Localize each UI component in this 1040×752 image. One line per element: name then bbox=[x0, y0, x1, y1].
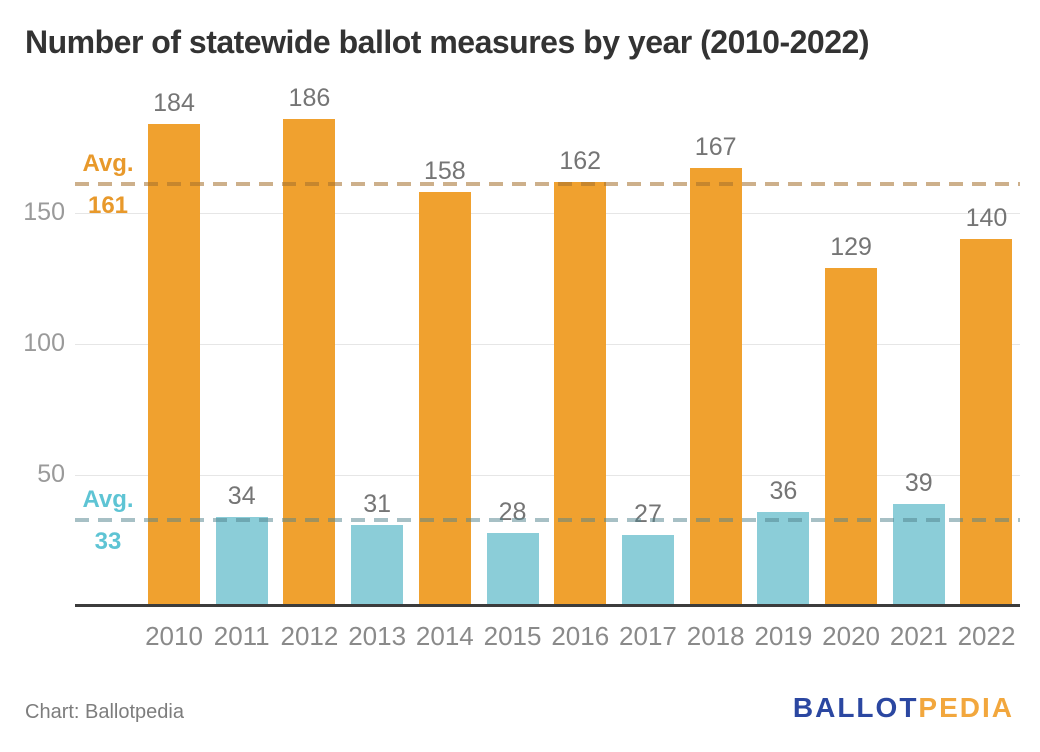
bar bbox=[351, 524, 404, 606]
bar bbox=[486, 532, 539, 606]
x-axis-label: 2018 bbox=[686, 621, 745, 651]
x-axis-label: 2016 bbox=[551, 621, 610, 651]
logo-pedia-text: PEDIA bbox=[918, 692, 1014, 723]
logo-ballot-text: BALLOT bbox=[792, 692, 919, 723]
y-tick-label: 50 bbox=[37, 460, 65, 488]
x-axis-label: 2010 bbox=[145, 621, 203, 651]
bar bbox=[825, 268, 878, 606]
bar-value-label: 140 bbox=[965, 204, 1008, 233]
bar-value-label: 28 bbox=[498, 497, 527, 526]
bar-value-label: 39 bbox=[904, 468, 933, 497]
bar-value-label: 167 bbox=[694, 133, 737, 162]
x-axis-line bbox=[75, 604, 1020, 607]
x-axis-label: 2021 bbox=[889, 621, 948, 651]
bar bbox=[621, 535, 674, 606]
x-axis-label: 2019 bbox=[754, 621, 813, 651]
x-axis-label: 2015 bbox=[483, 621, 542, 651]
ballotpedia-logo: BALLOTPEDIA bbox=[793, 692, 1014, 724]
bar bbox=[689, 168, 742, 606]
x-axis-label: 2017 bbox=[619, 621, 677, 651]
y-tick-label: 150 bbox=[23, 198, 65, 226]
x-axis-label: 2014 bbox=[415, 621, 474, 651]
x-axis-label: 2011 bbox=[213, 621, 270, 651]
bar bbox=[283, 118, 336, 606]
bar bbox=[418, 192, 471, 606]
y-tick-label: 100 bbox=[23, 329, 65, 357]
bar bbox=[960, 239, 1013, 606]
average-line-label: Avg. bbox=[82, 150, 134, 178]
average-line-value: 33 bbox=[94, 527, 122, 555]
chart-source: Chart: Ballotpedia bbox=[25, 701, 184, 723]
bar bbox=[554, 181, 607, 606]
average-line bbox=[75, 182, 1020, 187]
gridline bbox=[75, 343, 1020, 345]
x-axis-label: 2012 bbox=[280, 621, 339, 651]
x-axis-label: 2020 bbox=[822, 621, 880, 651]
bar-value-label: 162 bbox=[559, 146, 602, 175]
gridline bbox=[75, 474, 1020, 476]
x-axis-label: 2022 bbox=[957, 621, 1016, 651]
bar-value-label: 36 bbox=[769, 476, 798, 505]
bar bbox=[215, 516, 268, 606]
average-line-value: 161 bbox=[87, 192, 129, 220]
average-line-label: Avg. bbox=[82, 485, 134, 513]
gridline bbox=[75, 212, 1020, 214]
bar-value-label: 186 bbox=[288, 83, 331, 112]
bar-value-label: 31 bbox=[363, 489, 392, 518]
bar-value-label: 184 bbox=[153, 88, 195, 117]
bar bbox=[757, 511, 810, 606]
bar-value-label: 34 bbox=[227, 481, 256, 510]
chart-title: Number of statewide ballot measures by y… bbox=[25, 24, 869, 60]
x-axis-label: 2013 bbox=[348, 621, 407, 651]
bar-value-label: 158 bbox=[423, 157, 466, 186]
bar bbox=[148, 123, 200, 606]
bar-value-label: 129 bbox=[830, 233, 872, 262]
bar-value-label: 27 bbox=[634, 500, 662, 529]
average-line bbox=[75, 517, 1020, 522]
